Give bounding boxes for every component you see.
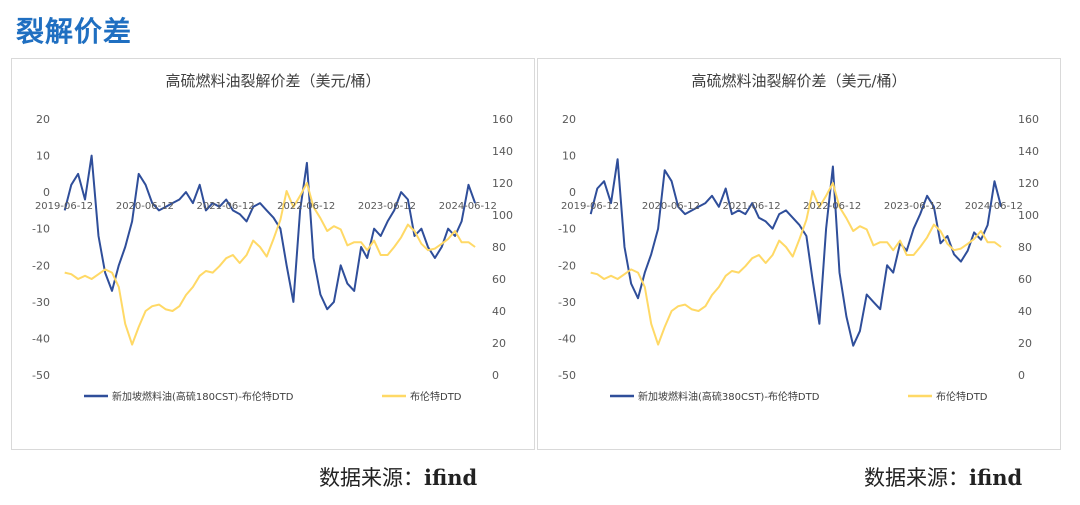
chart-380cst: 高硫燃料油裂解价差（美元/桶）20100-10-20-30-40-5016014… [558,72,1039,403]
page-heading: 裂解价差 [16,15,133,48]
x-tick-label: 2019-06-12 [35,201,93,212]
left-y-tick-label: -20 [558,259,576,272]
left-y-tick-label: 20 [562,113,576,126]
series-line-brent [590,182,1002,346]
x-tick-label: 2024-06-12 [965,201,1023,212]
right-y-tick-label: 120 [492,177,513,190]
series-line-fuel-crack [589,158,1003,347]
left-y-tick-label: -30 [558,296,576,309]
x-tick-label: 2019-06-12 [561,201,619,212]
right-y-tick-label: 100 [492,209,513,222]
left-y-tick-label: -50 [558,369,576,382]
x-tick-label: 2024-06-12 [439,201,497,212]
data-source-right: 数据来源：ifind [864,462,1022,492]
right-y-tick-label: 40 [492,305,506,318]
right-y-tick-label: 60 [1018,273,1032,286]
source-label: 数据来源： [319,466,424,490]
chart-180cst: 高硫燃料油裂解价差（美元/桶）20100-10-20-30-40-5016014… [32,72,513,403]
right-y-tick-label: 20 [492,337,506,350]
left-y-tick-label: 10 [36,150,50,163]
right-y-tick-label: 100 [1018,209,1039,222]
right-y-tick-label: 160 [492,113,513,126]
chart-panel-380cst: 高硫燃料油裂解价差（美元/桶） 20 10 0 -10 -20 -30 -40 -50 160 14… [537,58,1061,450]
left-y-tick-label: -20 [32,259,50,272]
x-tick-label: 2020-06-12 [116,201,174,212]
chart-title: 高硫燃料油裂解价差（美元/桶） [165,72,380,90]
right-y-tick-label: 60 [492,273,506,286]
left-y-tick-label: -10 [558,223,576,236]
left-y-tick-label: 10 [562,150,576,163]
left-y-tick-label: -30 [32,296,50,309]
right-y-tick-label: 20 [1018,337,1032,350]
x-tick-label: 2021-06-12 [197,201,255,212]
source-label: 数据来源： [864,466,969,490]
right-y-tick-label: 0 [492,369,499,382]
source-name: ifind [424,465,478,490]
x-tick-label: 2022-06-12 [803,201,861,212]
right-y-tick-label: 40 [1018,305,1032,318]
left-y-tick-label: -10 [32,223,50,236]
right-y-tick-label: 140 [1018,145,1039,158]
x-tick-label: 2022-06-12 [277,201,335,212]
legend-label: 布伦特DTD [936,390,988,403]
right-y-tick-label: 120 [1018,177,1039,190]
series-line-fuel-crack [63,154,477,311]
left-y-tick-label: 20 [36,113,50,126]
left-y-tick-label: -40 [32,332,50,345]
left-y-tick-label: -40 [558,332,576,345]
right-y-tick-label: 80 [492,241,506,254]
chart-title: 高硫燃料油裂解价差（美元/桶） [691,72,906,90]
series-line-brent [64,182,476,346]
legend-label: 新加坡燃料油(高硫180CST)-布伦特DTD [112,390,294,403]
left-y-tick-label: -50 [32,369,50,382]
x-tick-label: 2021-06-12 [723,201,781,212]
left-y-tick-label: 0 [569,186,576,199]
x-tick-label: 2023-06-12 [884,201,942,212]
chart-panel-180cst: 高硫燃料油裂解价差（美元/桶） 20 10 0 -10 -20 -30 -40 -50 160 14… [11,58,535,450]
right-y-tick-label: 140 [492,145,513,158]
right-y-tick-label: 160 [1018,113,1039,126]
right-y-tick-label: 80 [1018,241,1032,254]
legend-label: 布伦特DTD [410,390,462,403]
x-tick-label: 2023-06-12 [358,201,416,212]
legend-label: 新加坡燃料油(高硫380CST)-布伦特DTD [638,390,820,403]
right-y-tick-label: 0 [1018,369,1025,382]
data-source-left: 数据来源：ifind [319,462,477,492]
x-tick-label: 2020-06-12 [642,201,700,212]
source-name: ifind [969,465,1023,490]
left-y-tick-label: 0 [43,186,50,199]
